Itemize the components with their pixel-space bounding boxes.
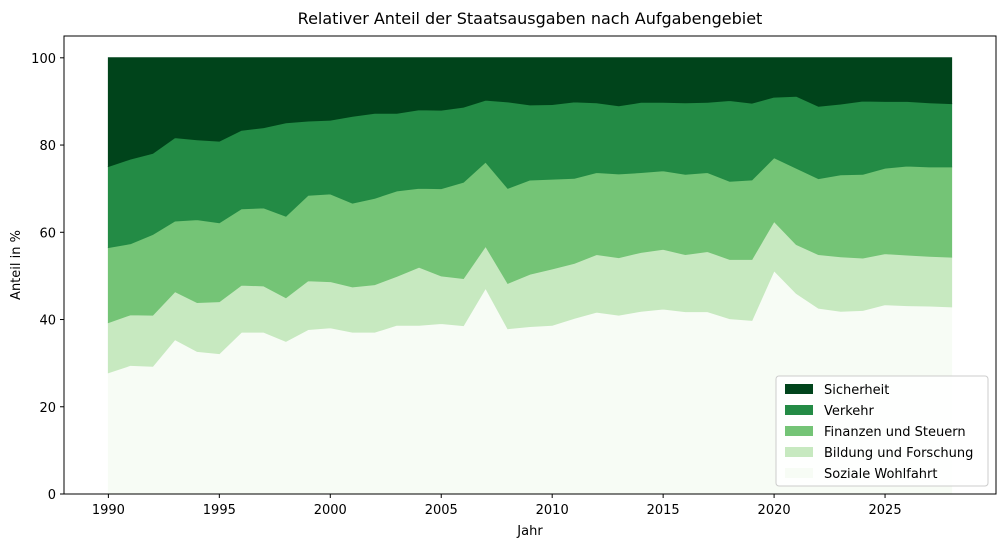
x-axis-label: Jahr <box>516 524 543 539</box>
y-axis-label: Anteil in % <box>9 230 24 300</box>
x-tick-label: 2015 <box>647 503 680 518</box>
legend-swatch <box>785 426 813 436</box>
y-tick-label: 40 <box>39 314 56 329</box>
legend-label: Verkehr <box>824 404 875 419</box>
chart-title: Relativer Anteil der Staatsausgaben nach… <box>298 9 763 28</box>
y-axis: 0 20 40 60 80 100 <box>31 52 64 503</box>
x-tick-label: 1990 <box>92 503 125 518</box>
legend-label: Sicherheit <box>824 383 889 398</box>
legend-label: Bildung und Forschung <box>824 446 973 461</box>
y-tick-label: 100 <box>31 52 56 67</box>
x-tick-label: 1995 <box>203 503 236 518</box>
y-tick-label: 60 <box>39 226 56 241</box>
legend-label: Soziale Wohlfahrt <box>824 467 937 482</box>
y-tick-label: 0 <box>48 488 56 503</box>
x-tick-label: 2025 <box>869 503 902 518</box>
legend-swatch <box>785 447 813 457</box>
x-axis: 1990 1995 2000 2005 2010 2015 2020 2025 <box>92 494 902 518</box>
plot-frame <box>63 35 997 495</box>
y-tick-label: 80 <box>39 139 56 154</box>
legend-swatch <box>785 405 813 415</box>
x-tick-label: 2010 <box>536 503 569 518</box>
y-tick-label: 20 <box>39 401 56 416</box>
legend-swatch <box>785 468 813 478</box>
area-layers <box>107 57 953 495</box>
x-tick-label: 2020 <box>758 503 791 518</box>
x-tick-label: 2005 <box>425 503 458 518</box>
legend: Sicherheit Verkehr Finanzen und Steuern Bil… <box>775 375 989 487</box>
area-sicherheit <box>107 57 953 168</box>
legend-label: Finanzen und Steuern <box>824 425 966 440</box>
legend-box <box>775 375 989 487</box>
legend-swatch <box>785 384 813 394</box>
x-tick-label: 2000 <box>314 503 347 518</box>
